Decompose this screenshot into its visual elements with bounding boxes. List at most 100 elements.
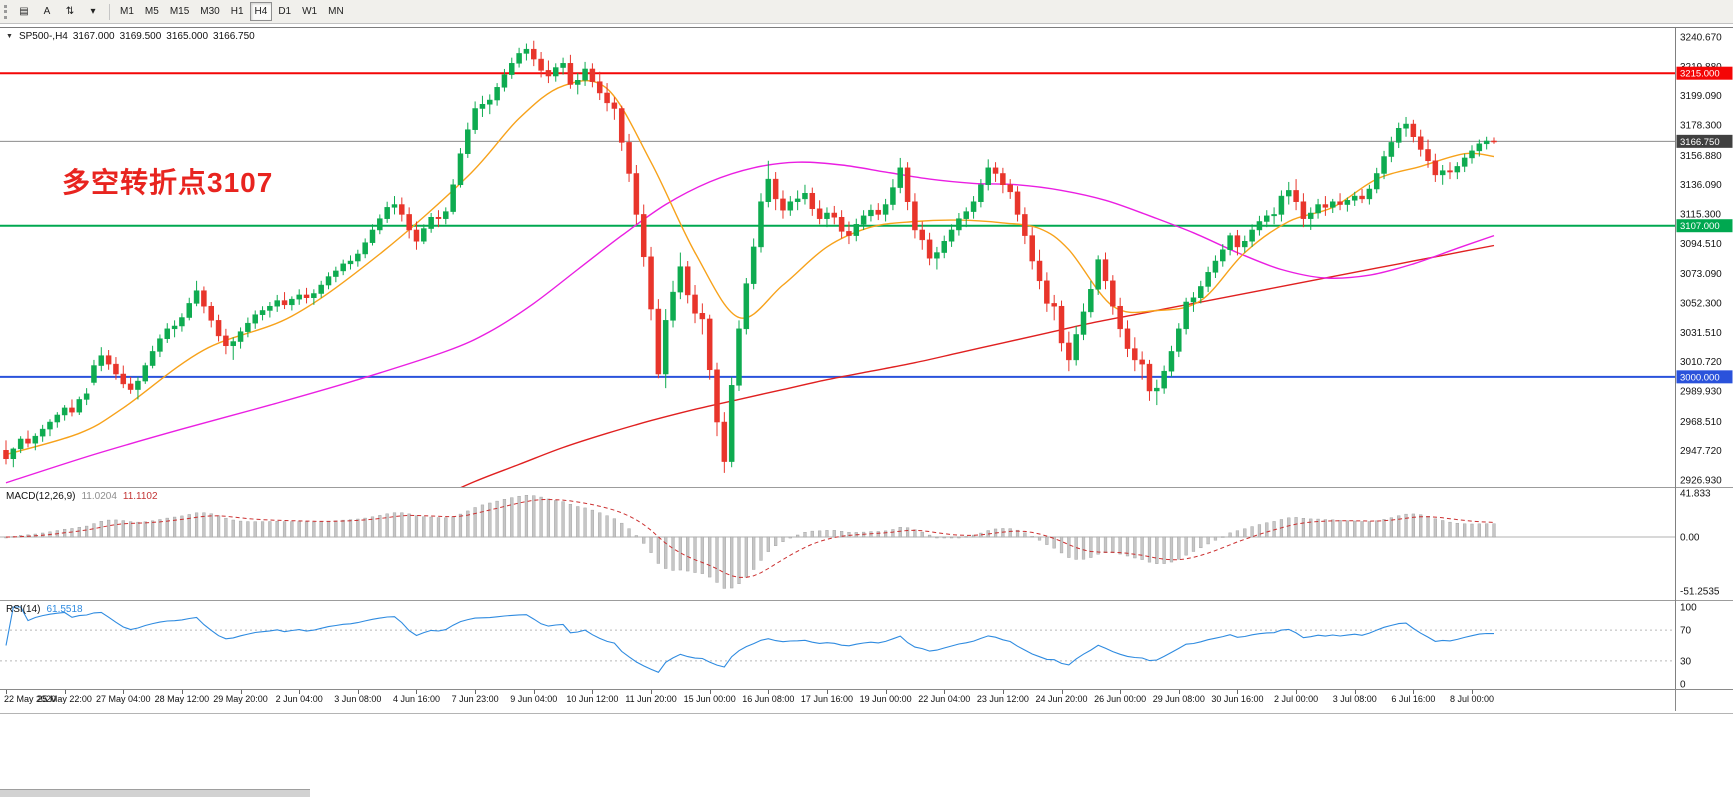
price-tick-label: 3031.510	[1680, 328, 1722, 339]
cursor-tool-button[interactable]: A	[43, 6, 51, 17]
ma-slow-line[interactable]	[431, 244, 1495, 488]
price-chart-pane[interactable]: 3240.6703219.8803199.0903178.3003156.880…	[0, 28, 1733, 487]
candle-body	[948, 229, 955, 242]
macd-bar	[1221, 536, 1225, 538]
candle-body	[919, 229, 925, 241]
timeframe-m5-button[interactable]: M5	[144, 6, 159, 17]
candle-body	[985, 167, 991, 186]
time-axis[interactable]: 22 May 2020 25 May 22:00 27 May 04:00 28 Ma…	[0, 689, 1733, 711]
macd-bar	[1162, 536, 1166, 564]
window-splitter[interactable]	[0, 713, 1733, 714]
macd-bar	[275, 521, 279, 538]
candle-body	[1066, 342, 1072, 361]
candle-body	[267, 305, 273, 311]
candle-body	[1146, 363, 1153, 392]
chart-list-button[interactable]: ▤	[19, 6, 29, 17]
timeframe-w1-button[interactable]: W1	[302, 6, 318, 17]
candle-body	[1000, 173, 1006, 186]
candle-body	[443, 211, 449, 219]
timeframe-m1-button[interactable]: M1	[120, 6, 134, 17]
time-label: 3 Jun 08:00	[334, 694, 382, 704]
toolbar-grip[interactable]	[4, 4, 8, 19]
macd-bar	[898, 527, 902, 538]
time-tick	[123, 690, 125, 694]
time-tick	[709, 690, 711, 694]
macd-bar	[869, 531, 873, 538]
price-tick-label: 3199.090	[1680, 91, 1722, 102]
candle-body	[677, 266, 684, 293]
ohlc-high: 3169.500	[119, 31, 162, 42]
macd-bar	[1419, 514, 1423, 538]
macd-bar	[1133, 536, 1137, 559]
dropdown-caret-button[interactable]: ▾	[90, 6, 96, 17]
time-label: 22 May 2020	[4, 694, 57, 704]
timeframe-h1-button[interactable]: H1	[230, 6, 244, 17]
macd-bar	[1045, 536, 1049, 545]
macd-bar	[1309, 518, 1313, 538]
ma-mid-line[interactable]	[5, 161, 1495, 484]
macd-axis-label: 41.833	[1680, 489, 1711, 500]
candle-body	[1366, 188, 1373, 200]
macd-pane[interactable]: 41.833 0.00 -51.2535	[0, 487, 1733, 600]
macd-bar	[1177, 536, 1181, 560]
candle-body	[47, 421, 53, 430]
candle-body	[1344, 200, 1351, 205]
timeframe-m30-button[interactable]: M30	[200, 6, 220, 17]
macd-bar	[884, 530, 888, 538]
candle-body	[1417, 136, 1424, 150]
candle-body	[179, 317, 185, 327]
candle-body	[171, 325, 178, 330]
macd-bar	[422, 516, 426, 538]
candle-body	[692, 294, 698, 314]
macd-bar	[1155, 536, 1159, 564]
candle-body	[1410, 123, 1417, 137]
rsi-header: RSI(14) 61.5518	[6, 604, 83, 615]
candle-body	[1432, 160, 1439, 176]
macd-bar	[796, 534, 800, 538]
candle-body	[1036, 260, 1043, 282]
candle-body	[259, 310, 266, 315]
macd-bar	[326, 521, 331, 538]
candle-body	[237, 331, 244, 342]
timeframe-h4-button[interactable]: H4	[249, 2, 273, 21]
time-label: 27 May 04:00	[95, 694, 151, 704]
macd-axis-label: 0.00	[1680, 533, 1700, 544]
macd-bar	[620, 522, 624, 538]
candle-body	[743, 283, 750, 330]
timeframe-mn-button[interactable]: MN	[328, 6, 344, 17]
candle-body	[347, 260, 354, 265]
candle-body	[487, 99, 493, 105]
candle-body	[1447, 170, 1453, 173]
macd-bar	[1250, 526, 1254, 538]
rsi-pane[interactable]: 100 70 30 0	[0, 600, 1733, 689]
candle-body	[1454, 166, 1461, 173]
macd-main-value: 11.0204	[81, 491, 117, 502]
timeframe-d1-button[interactable]: D1	[278, 6, 292, 17]
price-level-badge-text: 3215.000	[1680, 69, 1720, 80]
price-tick-label: 3156.880	[1680, 151, 1722, 162]
rsi-axis-label: 70	[1680, 626, 1692, 637]
bottom-panel-fragment	[0, 789, 310, 797]
time-tick	[885, 690, 887, 694]
candle-body	[384, 207, 390, 219]
ma-fast-line[interactable]	[5, 80, 1495, 456]
macd-bar	[319, 521, 323, 538]
candle-body	[1373, 173, 1380, 190]
chart-text-annotation[interactable]: 多空转折点3107	[62, 167, 274, 198]
scale-tool-button[interactable]: ⇅	[65, 6, 75, 17]
candle-body	[318, 284, 324, 294]
macd-bar	[238, 520, 243, 538]
candle-body	[1307, 212, 1314, 219]
macd-bar	[1389, 517, 1393, 538]
candle-body	[399, 204, 405, 215]
candle-body	[333, 270, 339, 277]
candle-body	[127, 383, 134, 390]
macd-bar	[304, 521, 309, 538]
macd-bar	[1294, 517, 1298, 538]
candle-body	[223, 335, 229, 347]
timeframe-m15-button[interactable]: M15	[169, 6, 190, 17]
candle-body	[538, 58, 544, 71]
candle-body	[604, 92, 610, 104]
macd-header: MACD(12,26,9) 11.0204 11.1102	[6, 491, 158, 502]
candle-body	[1322, 204, 1329, 208]
